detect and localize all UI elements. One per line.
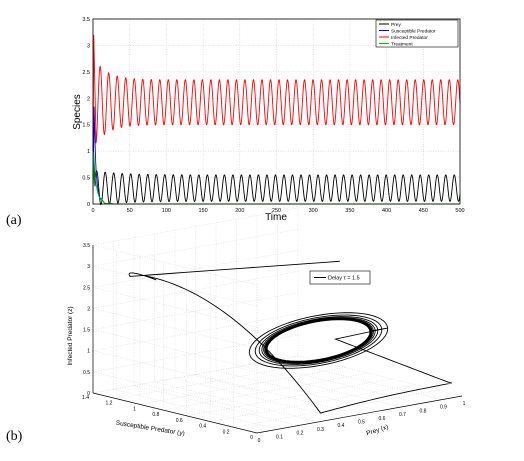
side-gridline-z (92, 329, 258, 370)
x-tick-label: 0.1 (276, 434, 283, 440)
y-tick-label: 1.5 (82, 123, 90, 129)
x-tick-label: 1 (463, 401, 466, 407)
y-tick-label: 0.5 (82, 176, 90, 182)
panel-b-chart: 0 0.1 0.2 0.3 0.4 0.5 0.6 0.7 0.8 0.9 1 0 0.2 0.4 0.6 0… (67, 207, 466, 444)
floor-gridline-x (195, 374, 360, 415)
floor-gridline-x (297, 355, 463, 397)
floor-gridline-x (133, 385, 299, 426)
panel-b-y-axis-label: Susceptible Predator (y) (115, 420, 185, 438)
legend-label-susceptible-predator: Susceptible Predator (391, 29, 436, 35)
z-tick-label: 3 (87, 264, 90, 270)
x-tick-label: 250 (272, 208, 281, 214)
panel-a-tick-labels: 0 50 100 150 200 250 300 350 400 450 500 0 0.5 1 1.5 2 2… (82, 17, 464, 214)
y-tick-label: 3.5 (82, 17, 90, 23)
series-line-infected-predator (92, 34, 461, 152)
side-gridline-z (92, 265, 258, 307)
y-tick-label: 0 (250, 435, 253, 441)
z-tick-label: 2.5 (83, 285, 90, 291)
z-tick-label: 0 (87, 391, 90, 397)
panel-b-series (128, 260, 452, 414)
series-line-delay-trajectory (128, 260, 452, 414)
x-tick-label: 0.6 (379, 416, 386, 422)
panel-b-grid (92, 207, 463, 434)
y-tick-label: 1 (133, 406, 136, 412)
x-tick-label: 350 (345, 208, 354, 214)
side-gridline-z (92, 244, 258, 286)
floor-gridline-x (236, 366, 401, 408)
panel-b-tick-labels: 0 0.1 0.2 0.3 0.4 0.5 0.6 0.7 0.8 0.9 1 0 0.2 0.4 0.6 0… (82, 243, 466, 444)
z-tick-label: 0.5 (83, 370, 90, 376)
y-tick-label: 0.8 (152, 412, 159, 418)
x-tick-label: 300 (309, 208, 318, 214)
y-tick-label: 0 (87, 202, 90, 208)
z-tick-label: 2 (87, 306, 90, 312)
x-tick-label: 500 (455, 208, 464, 214)
side-gridline-z (92, 350, 258, 391)
side-gridline-z (92, 308, 258, 349)
x-axis-line (256, 395, 463, 434)
x-tick-label: 0.9 (440, 405, 447, 411)
floor-gridline-x (154, 381, 319, 423)
x-tick-label: 0.2 (297, 431, 304, 437)
x-tick-label: 0 (91, 208, 94, 214)
y-axis-line (92, 392, 258, 434)
legend-label-infected-predator: Infected Predator (391, 35, 428, 41)
x-tick-label: 0.3 (317, 427, 324, 433)
series-line-prey (92, 159, 461, 206)
x-tick-label: 100 (162, 208, 171, 214)
panel-label-b: (b) (6, 429, 23, 444)
y-tick-label: 1.4 (82, 395, 89, 401)
x-tick-label: 0.8 (420, 408, 427, 414)
panel-a-axes-box (92, 18, 461, 205)
panel-label-a: (a) (6, 213, 22, 228)
floor-gridline-x (277, 359, 442, 400)
panel-a-legend-box (375, 19, 459, 48)
panel-b-legend-box (309, 270, 371, 285)
back-gridline-z (92, 228, 299, 267)
side-gridline-z (92, 371, 258, 413)
legend-label-treatment: Treatment (391, 42, 413, 48)
y-tick-label: 3 (87, 43, 90, 49)
side-gridline-z (92, 287, 258, 328)
z-tick-label: 3.5 (83, 243, 90, 249)
panel-a-x-axis-label: Time (265, 212, 287, 223)
panel-b-legend: Delay τ = 1.5 (309, 270, 371, 285)
panel-a-legend: Prey Susceptible Predator Infected Preda… (375, 19, 459, 48)
x-tick-label: 150 (199, 208, 208, 214)
z-tick-label: 1.5 (83, 328, 90, 334)
x-tick-label: 50 (127, 208, 133, 214)
x-tick-label: 0.5 (358, 420, 365, 426)
x-tick-label: 200 (235, 208, 244, 214)
x-tick-label: 0 (258, 438, 261, 444)
x-tick-label: 450 (419, 208, 428, 214)
legend-label-delay: Delay τ = 1.5 (328, 276, 360, 282)
y-tick-label: 1.2 (105, 401, 112, 407)
y-tick-label: 0.4 (199, 424, 206, 430)
panel-a-y-axis-label: Species (72, 94, 83, 130)
y-tick-label: 0.6 (176, 418, 183, 424)
floor-gridline-x (256, 363, 422, 404)
panel-a-chart: 0 50 100 150 200 250 300 350 400 450 500 0 0.5 1 1.5 2 2… (72, 17, 465, 223)
y-tick-label: 1 (87, 149, 90, 155)
panel-b-x-axis-label: Prey (x) (366, 424, 390, 438)
y-tick-label: 0.2 (223, 429, 230, 435)
z-tick-label: 1 (87, 349, 90, 355)
floor-gridline-x (113, 389, 278, 430)
y-tick-label: 2.5 (82, 70, 90, 76)
floor-gridline-x (215, 370, 381, 412)
floor-gridline-x (174, 377, 340, 419)
panel-b-z-axis-label: Infected Predator (z) (67, 306, 74, 365)
x-tick-label: 0.4 (338, 423, 345, 429)
y-tick-label: 2 (87, 96, 90, 102)
panel-b-axes (92, 245, 463, 434)
legend-label-prey: Prey (391, 22, 401, 28)
x-tick-label: 0.7 (399, 412, 406, 418)
x-tick-label: 400 (382, 208, 391, 214)
